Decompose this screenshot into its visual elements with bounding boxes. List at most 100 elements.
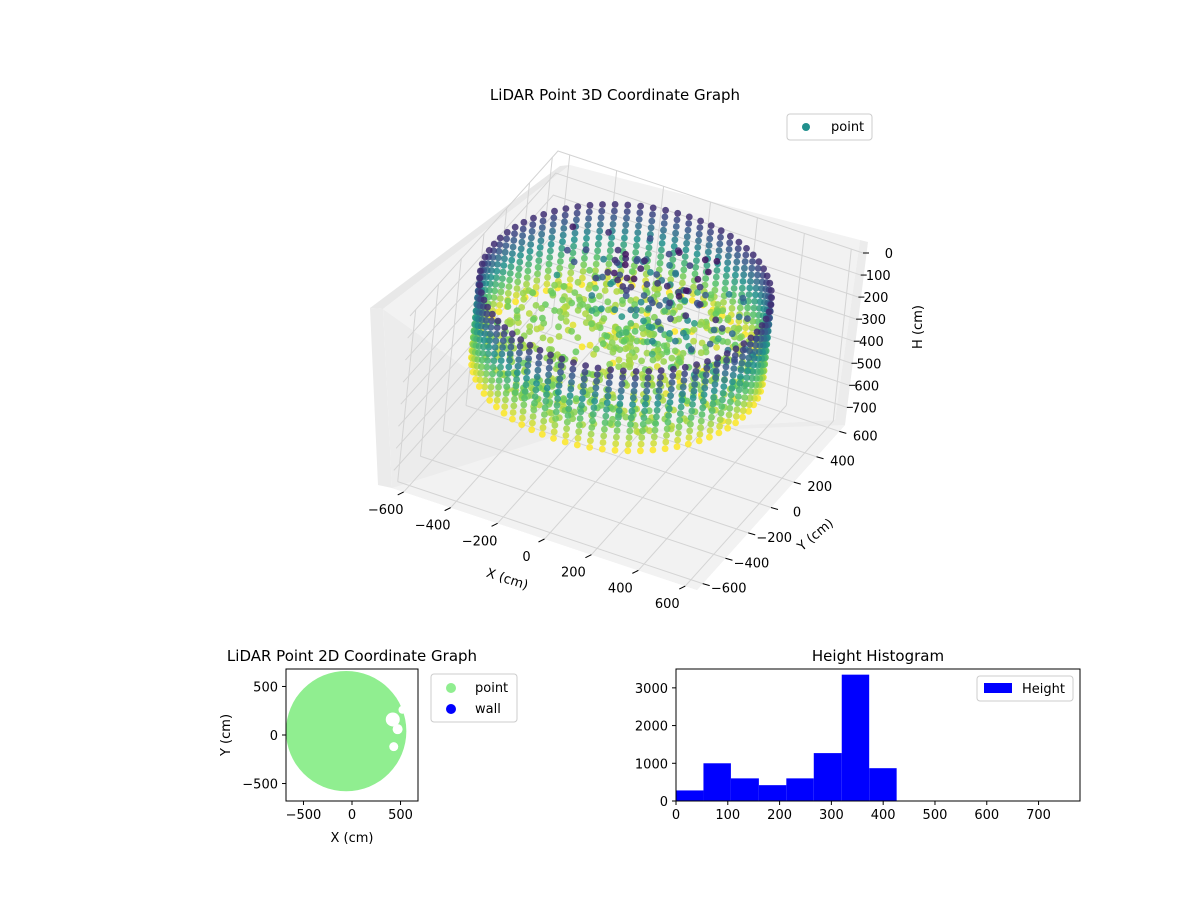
point-3d — [690, 283, 697, 291]
point-3d — [697, 349, 705, 357]
point-3d — [557, 258, 564, 265]
point-3d — [717, 409, 725, 417]
point-3d — [564, 246, 571, 254]
point-3d — [707, 228, 714, 236]
point-3d — [668, 354, 676, 362]
point-3d — [729, 371, 737, 379]
point-3d — [485, 343, 493, 351]
point-3d — [723, 356, 730, 364]
point-3d — [736, 334, 744, 342]
point-3d — [640, 330, 647, 338]
point-3d — [526, 328, 533, 335]
point-3d — [546, 254, 554, 261]
point-3d — [632, 374, 639, 382]
x-tick-label-histogram: 0 — [672, 808, 680, 823]
point-3d — [734, 399, 742, 407]
point-3d — [533, 373, 541, 381]
point-3d — [534, 366, 542, 374]
point-3d — [559, 238, 566, 246]
point-3d — [758, 322, 766, 329]
point-3d — [502, 242, 510, 250]
point-3d — [686, 427, 694, 435]
point-3d — [644, 374, 652, 382]
point-3d — [583, 228, 591, 236]
point-3d — [734, 251, 741, 259]
point-3d — [549, 227, 556, 235]
point-3d — [643, 387, 651, 395]
point-3d — [476, 267, 484, 275]
point-3d — [711, 286, 719, 294]
point-3d — [671, 328, 679, 335]
point-3d — [732, 345, 740, 353]
point-3d — [606, 247, 614, 255]
point-3d — [508, 337, 515, 344]
point-3d — [574, 334, 582, 341]
point-3d — [525, 261, 532, 268]
point-3d — [603, 399, 611, 407]
point-3d — [641, 407, 648, 415]
point-3d — [620, 241, 628, 249]
point-3d — [722, 363, 730, 371]
x-tick-mark-3d — [491, 522, 498, 527]
point-3d — [500, 409, 508, 417]
point-3d — [594, 364, 602, 372]
point-3d — [603, 332, 611, 340]
point-3d — [739, 407, 747, 415]
grid-line-y-wall — [442, 258, 462, 431]
point-3d — [544, 267, 552, 275]
histogram-bar — [676, 790, 704, 801]
point-3d — [521, 388, 529, 395]
point-3d — [586, 266, 593, 274]
point-3d — [750, 304, 758, 312]
point-3d — [690, 337, 697, 345]
point-3d — [572, 395, 580, 403]
gap-2d — [389, 742, 399, 752]
point-3d — [519, 225, 527, 233]
point-3d — [699, 404, 707, 412]
point-3d — [657, 373, 664, 381]
point-3d — [753, 328, 761, 336]
point-3d — [555, 382, 563, 389]
point-3d — [692, 263, 700, 271]
point-3d — [667, 276, 675, 283]
point-3d — [665, 405, 673, 413]
point-3d — [586, 444, 594, 451]
point-3d — [525, 355, 532, 362]
point-3d — [734, 245, 742, 253]
point-3d — [691, 381, 698, 388]
point-3d — [486, 337, 493, 344]
y-tick-mark-3d — [725, 557, 733, 561]
point-3d — [749, 251, 757, 259]
point-3d — [482, 317, 490, 324]
point-3d — [651, 285, 659, 292]
point-3d — [502, 389, 510, 397]
point-3d — [517, 245, 525, 253]
point-3d — [516, 342, 524, 350]
point-3d — [649, 211, 656, 218]
point-3d — [527, 241, 535, 248]
point-3d — [593, 371, 601, 378]
point-3d — [508, 330, 516, 338]
point-3d — [749, 311, 757, 319]
point-3d — [499, 337, 507, 345]
point-3d — [656, 259, 664, 267]
legend-histogram-label: Height — [1022, 682, 1065, 697]
point-3d — [672, 223, 680, 230]
point-3d — [557, 251, 565, 259]
point-3d — [621, 234, 628, 242]
point-3d — [625, 434, 633, 441]
point-3d — [601, 287, 609, 294]
point-3d — [477, 369, 485, 377]
point-3d — [747, 334, 755, 342]
point-3d — [689, 401, 696, 408]
point-3d — [529, 316, 537, 323]
point-3d — [480, 336, 488, 344]
chart-histogram: Height Histogram 0 100 200 300 400 500 600 7000… — [635, 647, 1081, 823]
point-3d — [640, 292, 648, 299]
point-3d — [725, 252, 732, 260]
point-3d — [632, 368, 640, 375]
point-3d — [649, 299, 656, 307]
point-3d — [707, 222, 715, 230]
point-3d — [580, 261, 588, 269]
point-3d — [504, 318, 512, 326]
